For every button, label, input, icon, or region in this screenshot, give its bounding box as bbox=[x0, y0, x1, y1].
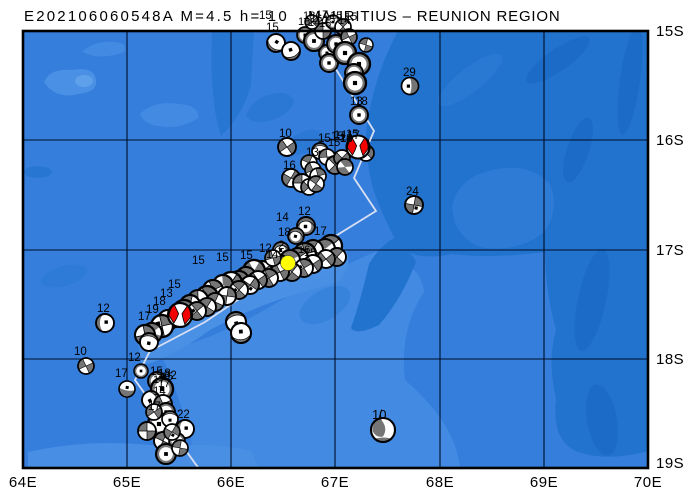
svg-text:15: 15 bbox=[240, 250, 253, 262]
svg-text:15: 15 bbox=[323, 14, 335, 26]
svg-text:15: 15 bbox=[330, 10, 342, 22]
svg-text:16: 16 bbox=[340, 133, 352, 145]
svg-text:64E: 64E bbox=[9, 474, 37, 491]
svg-text:15: 15 bbox=[259, 10, 272, 22]
svg-text:24: 24 bbox=[406, 186, 419, 198]
svg-text:70E: 70E bbox=[634, 474, 662, 491]
svg-text:12: 12 bbox=[298, 206, 311, 218]
svg-text:15: 15 bbox=[150, 366, 163, 378]
svg-text:12: 12 bbox=[259, 243, 272, 255]
svg-text:17: 17 bbox=[314, 226, 327, 238]
svg-text:17: 17 bbox=[347, 130, 360, 142]
svg-text:14: 14 bbox=[153, 386, 166, 398]
svg-text:12: 12 bbox=[97, 303, 110, 315]
svg-text:17: 17 bbox=[158, 378, 170, 390]
svg-text:MAURITIUS – REUNION REGION: MAURITIUS – REUNION REGION bbox=[308, 8, 561, 25]
svg-text:18: 18 bbox=[158, 368, 171, 380]
svg-text:16: 16 bbox=[298, 244, 310, 256]
svg-text:17: 17 bbox=[316, 9, 328, 21]
svg-text:14: 14 bbox=[338, 15, 350, 27]
svg-text:18S: 18S bbox=[656, 351, 684, 368]
svg-text:14: 14 bbox=[276, 212, 289, 224]
svg-text:12: 12 bbox=[128, 352, 141, 364]
svg-text:15: 15 bbox=[319, 18, 331, 30]
svg-text:18: 18 bbox=[278, 227, 291, 239]
svg-text:15: 15 bbox=[345, 11, 357, 23]
svg-text:66E: 66E bbox=[217, 474, 245, 491]
svg-text:15: 15 bbox=[318, 133, 331, 145]
svg-text:18: 18 bbox=[303, 10, 315, 22]
svg-text:/: / bbox=[379, 407, 383, 422]
svg-text:10: 10 bbox=[74, 346, 87, 358]
svg-text:17: 17 bbox=[115, 368, 128, 380]
svg-text:10: 10 bbox=[372, 407, 386, 422]
svg-text:17S: 17S bbox=[656, 242, 684, 259]
svg-text:32: 32 bbox=[164, 370, 177, 382]
svg-text:67E: 67E bbox=[321, 474, 349, 491]
svg-text:15S: 15S bbox=[656, 23, 684, 40]
svg-text:E202106060548A M=4.5 h= 10: E202106060548A M=4.5 h= 10 bbox=[24, 8, 289, 25]
svg-text:13: 13 bbox=[350, 96, 363, 108]
svg-text:18: 18 bbox=[355, 96, 368, 108]
svg-text:19: 19 bbox=[146, 304, 159, 316]
svg-text:15: 15 bbox=[161, 371, 173, 383]
svg-text:15: 15 bbox=[331, 131, 344, 143]
svg-text:16S: 16S bbox=[656, 132, 684, 149]
svg-text:19S: 19S bbox=[656, 455, 684, 472]
svg-text:16: 16 bbox=[310, 13, 322, 25]
svg-text:2: 2 bbox=[278, 240, 284, 252]
svg-text:15: 15 bbox=[192, 255, 205, 267]
svg-text:14: 14 bbox=[266, 249, 278, 261]
svg-text:15: 15 bbox=[328, 137, 340, 149]
svg-text:18: 18 bbox=[153, 296, 166, 308]
svg-text:15: 15 bbox=[346, 128, 358, 140]
svg-text:17: 17 bbox=[153, 374, 165, 386]
svg-text:18: 18 bbox=[340, 133, 353, 145]
svg-text:29: 29 bbox=[403, 67, 416, 79]
svg-text:69E: 69E bbox=[530, 474, 558, 491]
svg-text:14: 14 bbox=[308, 17, 320, 29]
svg-text:16: 16 bbox=[283, 160, 296, 172]
svg-text:10: 10 bbox=[279, 128, 292, 140]
svg-text:17: 17 bbox=[148, 401, 161, 413]
svg-text:15: 15 bbox=[216, 252, 229, 264]
svg-text:65E: 65E bbox=[113, 474, 141, 491]
svg-text:18: 18 bbox=[298, 16, 310, 28]
svg-text:17: 17 bbox=[138, 311, 151, 323]
svg-text:15: 15 bbox=[168, 279, 181, 291]
svg-text:22: 22 bbox=[177, 409, 190, 421]
svg-text:15: 15 bbox=[304, 247, 316, 259]
svg-text:68E: 68E bbox=[426, 474, 454, 491]
svg-text:13: 13 bbox=[160, 288, 173, 300]
svg-text:13: 13 bbox=[306, 147, 319, 159]
svg-text:14: 14 bbox=[334, 129, 346, 141]
